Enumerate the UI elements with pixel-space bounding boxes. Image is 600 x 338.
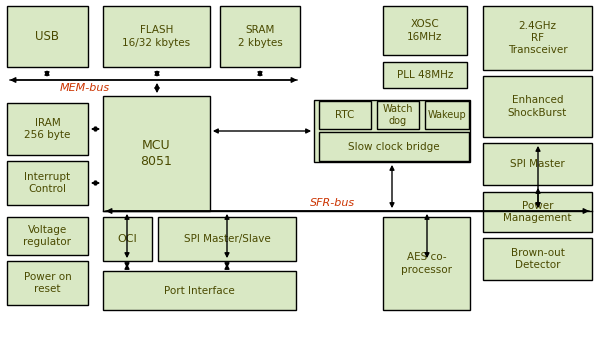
Text: Power on
reset: Power on reset bbox=[23, 272, 71, 294]
Bar bbox=[383, 217, 470, 310]
Text: SFR-bus: SFR-bus bbox=[310, 198, 355, 208]
Text: SPI Master: SPI Master bbox=[510, 159, 565, 169]
Bar bbox=[377, 101, 419, 129]
Text: MEM-bus: MEM-bus bbox=[60, 83, 110, 93]
Bar bbox=[483, 192, 592, 232]
Text: Brown-out
Detector: Brown-out Detector bbox=[511, 248, 565, 270]
Bar bbox=[103, 96, 210, 211]
Text: XOSC
16MHz: XOSC 16MHz bbox=[407, 19, 443, 42]
Bar bbox=[7, 261, 88, 305]
Bar bbox=[158, 217, 296, 261]
Bar bbox=[103, 271, 296, 310]
Bar bbox=[103, 217, 152, 261]
Text: Interrupt
Control: Interrupt Control bbox=[25, 172, 71, 194]
Bar bbox=[483, 238, 592, 280]
Bar bbox=[314, 100, 470, 162]
Bar bbox=[7, 161, 88, 205]
Bar bbox=[483, 143, 592, 185]
Bar bbox=[383, 6, 467, 55]
Bar bbox=[425, 101, 469, 129]
Bar bbox=[383, 62, 467, 88]
Bar bbox=[7, 103, 88, 155]
Text: OCI: OCI bbox=[118, 234, 137, 244]
Bar bbox=[103, 6, 210, 67]
Bar bbox=[483, 76, 592, 137]
Text: RTC: RTC bbox=[335, 110, 355, 120]
Bar bbox=[319, 132, 469, 161]
Text: Port Interface: Port Interface bbox=[164, 286, 235, 295]
Text: 2.4GHz
RF
Transceiver: 2.4GHz RF Transceiver bbox=[508, 21, 568, 55]
Text: FLASH
16/32 kbytes: FLASH 16/32 kbytes bbox=[122, 25, 191, 48]
Text: Power
Management: Power Management bbox=[503, 201, 572, 223]
Text: Enhanced
ShockBurst: Enhanced ShockBurst bbox=[508, 95, 567, 118]
Text: SRAM
2 kbytes: SRAM 2 kbytes bbox=[238, 25, 283, 48]
Bar bbox=[7, 217, 88, 255]
Text: Wakeup: Wakeup bbox=[428, 110, 466, 120]
Text: AES co-
processor: AES co- processor bbox=[401, 252, 452, 275]
Text: SPI Master/Slave: SPI Master/Slave bbox=[184, 234, 271, 244]
Text: Slow clock bridge: Slow clock bridge bbox=[348, 142, 440, 151]
Text: USB: USB bbox=[35, 30, 59, 43]
Text: Watch
dog: Watch dog bbox=[383, 104, 413, 126]
Text: IRAM
256 byte: IRAM 256 byte bbox=[25, 118, 71, 140]
Bar bbox=[7, 6, 88, 67]
Bar bbox=[220, 6, 300, 67]
Text: Voltage
regulator: Voltage regulator bbox=[23, 225, 71, 247]
Text: PLL 48MHz: PLL 48MHz bbox=[397, 70, 453, 80]
Bar bbox=[319, 101, 371, 129]
Text: MCU
8051: MCU 8051 bbox=[140, 139, 172, 168]
Bar bbox=[483, 6, 592, 70]
